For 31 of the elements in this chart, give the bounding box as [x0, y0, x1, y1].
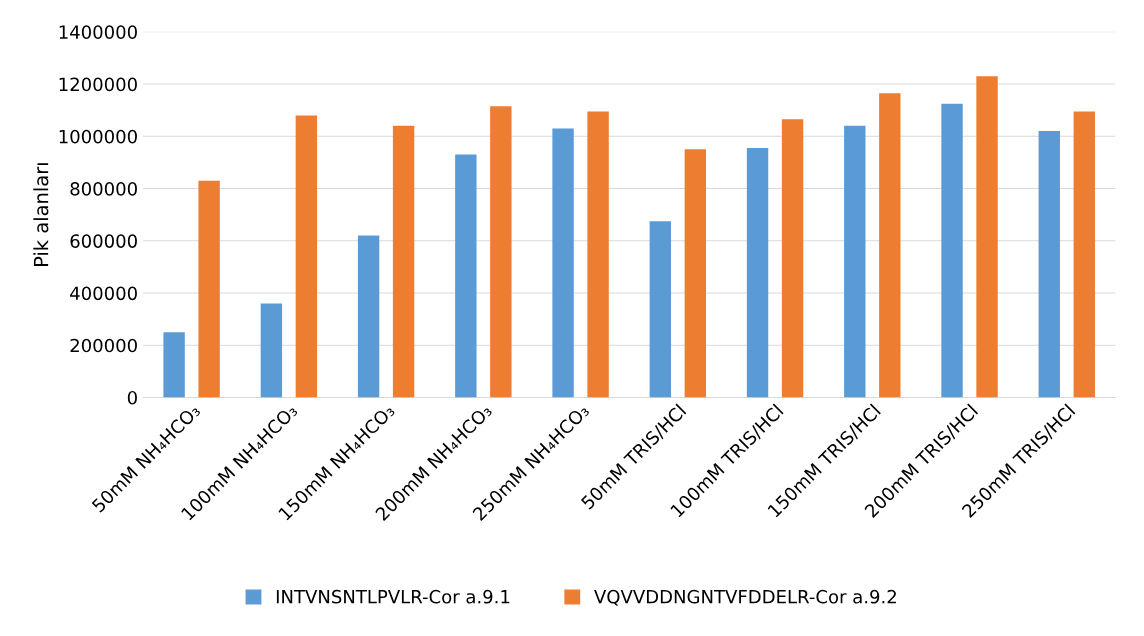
bar	[941, 103, 963, 398]
y-tick-label: 1400000	[59, 25, 137, 39]
bar	[1073, 111, 1095, 398]
y-tick-label: 1200000	[59, 77, 137, 92]
y-tick-label: 1000000	[59, 129, 137, 144]
bar	[552, 128, 574, 398]
bar	[295, 115, 318, 398]
bar	[587, 111, 609, 398]
bar	[455, 154, 477, 398]
bar	[976, 76, 998, 398]
bar	[357, 235, 380, 398]
bar	[649, 221, 672, 398]
bar	[879, 93, 901, 398]
legend-label: VQVVDDNGNTVFDDELR-Cor a.9.2	[594, 589, 896, 606]
bar	[392, 125, 415, 398]
y-tick-label: 200000	[70, 338, 137, 353]
bar	[163, 332, 185, 398]
bar	[1038, 131, 1060, 398]
bar	[781, 119, 804, 398]
bar	[844, 125, 866, 398]
y-axis-title: Pik alanları	[33, 163, 49, 266]
bar	[198, 180, 220, 398]
bar	[260, 303, 283, 398]
bar	[490, 106, 512, 398]
legend-label: INTVNSNTLPVLR-Cor a.9.1	[276, 589, 510, 604]
y-tick-label: 800000	[70, 181, 137, 196]
y-tick-label: 0	[127, 390, 137, 405]
bar	[684, 149, 707, 398]
y-tick-label: 600000	[70, 234, 137, 248]
y-tick-label: 400000	[70, 286, 137, 301]
bar	[746, 148, 769, 398]
